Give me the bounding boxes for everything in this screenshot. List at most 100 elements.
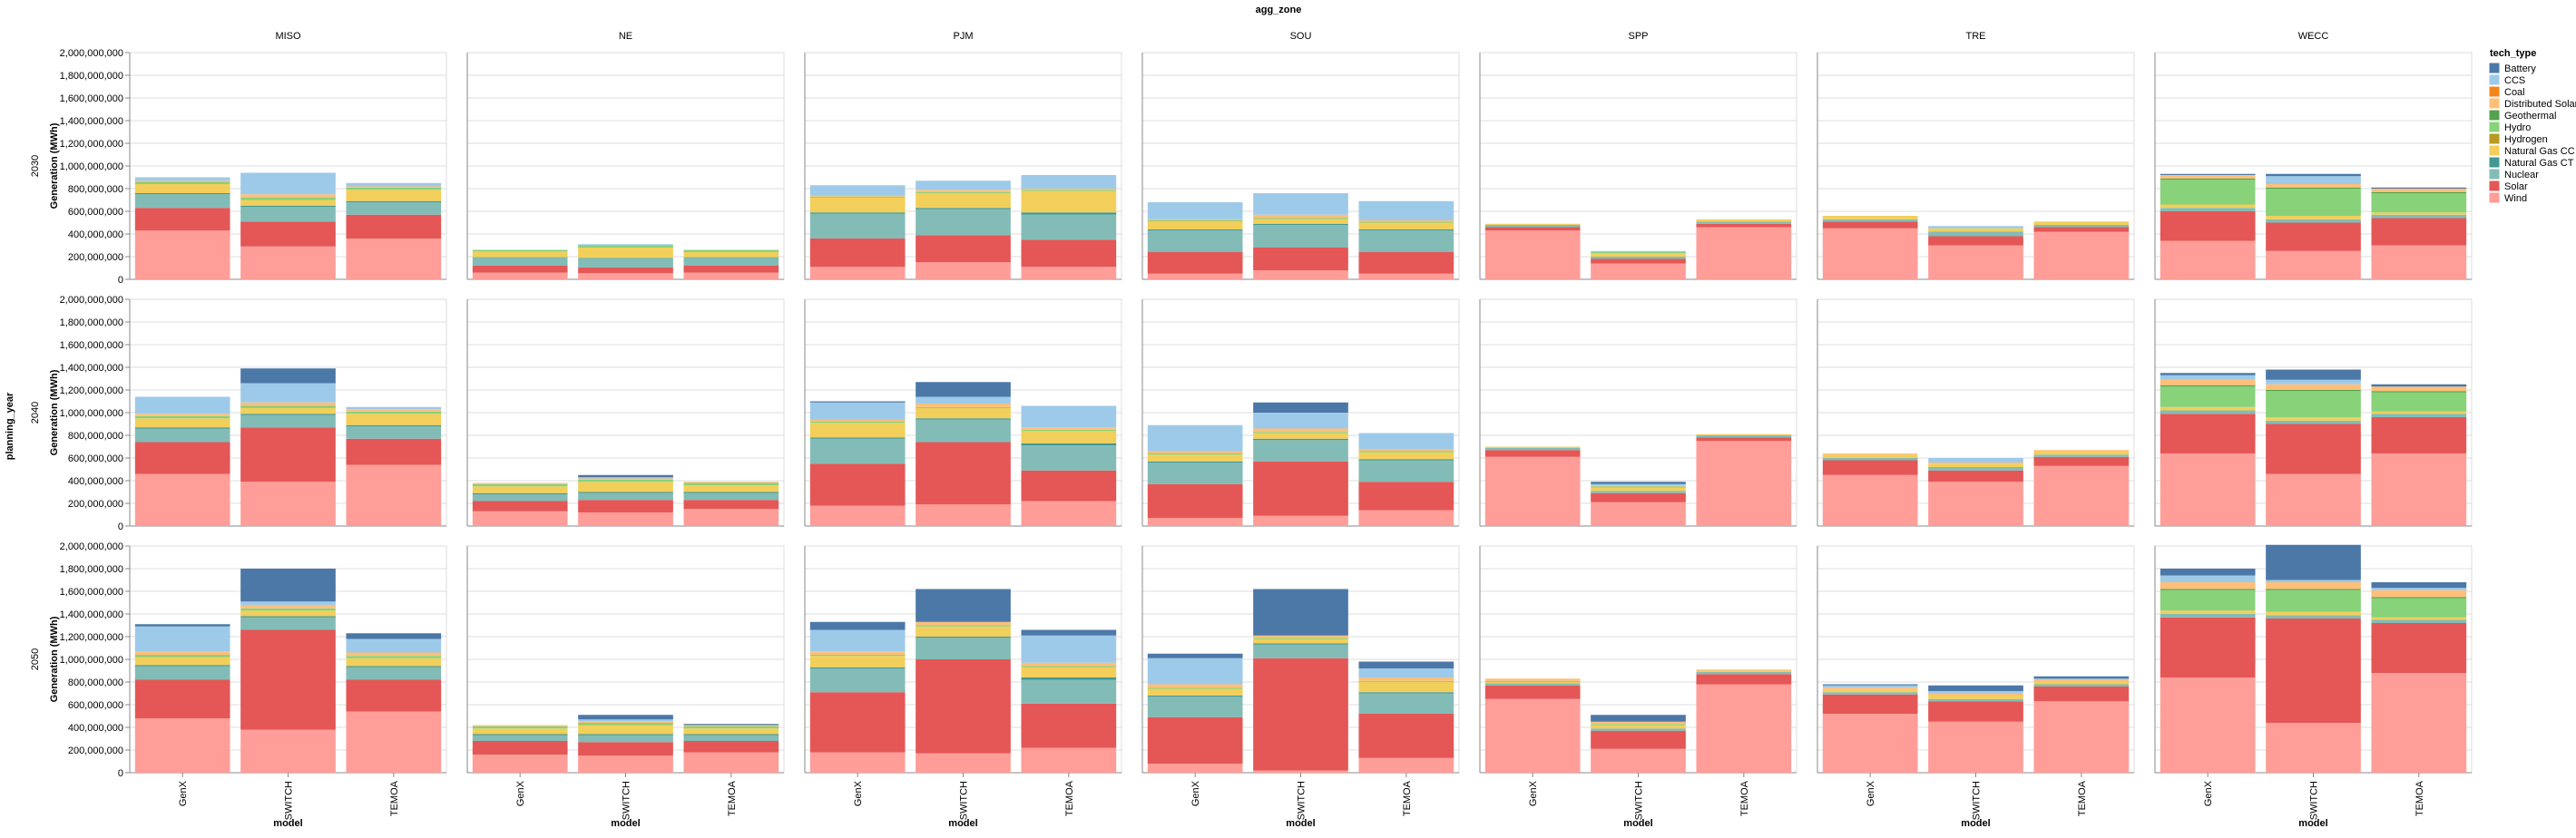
bar-segment-solar bbox=[346, 214, 442, 239]
bar-segment-solar bbox=[916, 235, 1011, 263]
bar-segment-natural-gas-cc bbox=[472, 728, 568, 735]
bar-segment-hydro bbox=[916, 625, 1011, 627]
bar-segment-natural-gas-ct bbox=[578, 734, 673, 736]
bar-segment-natural-gas-cc bbox=[1484, 446, 1581, 448]
x-tick-label: TEMOA bbox=[1739, 780, 1750, 816]
bar-segment-nuclear bbox=[578, 258, 673, 268]
bar-segment-nuclear bbox=[134, 428, 230, 443]
bar-segment-solar bbox=[1696, 674, 1792, 685]
bar-segment-nuclear bbox=[1928, 467, 2023, 471]
bar-segment-natural-gas-cc bbox=[1253, 433, 1348, 439]
y-tick-label: 200,000,000 bbox=[68, 745, 123, 756]
bar-segment-nuclear bbox=[1822, 692, 1918, 695]
x-tick-label: TEMOA bbox=[727, 780, 738, 816]
facet-panel-ne-2030 bbox=[466, 52, 785, 280]
x-tick-label: GenX bbox=[2203, 780, 2214, 806]
bar-segment-solar bbox=[134, 208, 230, 231]
bar-segment-solar bbox=[2266, 222, 2361, 251]
bar-segment-geothermal bbox=[2371, 191, 2467, 193]
y-tick-label: 400,000,000 bbox=[68, 229, 123, 240]
bar-segment-nuclear bbox=[2033, 225, 2130, 228]
bar-segment-wind bbox=[683, 509, 779, 526]
bar-segment-solar bbox=[472, 741, 568, 755]
bar-segment-nuclear bbox=[2160, 614, 2256, 618]
bar-segment-nuclear bbox=[1147, 230, 1243, 252]
bar-segment-hydro bbox=[1358, 451, 1455, 453]
bar-segment-wind bbox=[916, 504, 1011, 526]
bar-segment-distributed-solar bbox=[1591, 485, 1686, 487]
bar-segment-battery bbox=[2033, 676, 2130, 679]
bar-segment-distributed-solar bbox=[2371, 189, 2467, 192]
y-tick-label: 1,200,000,000 bbox=[60, 632, 123, 643]
bar-segment-ccs bbox=[346, 638, 442, 653]
bar-segment-solar bbox=[578, 742, 673, 756]
legend-label-nuclear: Nuclear bbox=[2504, 170, 2539, 180]
bar-segment-natural-gas-cc bbox=[2266, 216, 2361, 219]
x-tick-label: SWITCH bbox=[622, 781, 632, 820]
bar-segment-ccs bbox=[2160, 575, 2256, 582]
bar-segment-natural-gas-cc bbox=[1822, 216, 1918, 219]
bar-segment-natural-gas-ct bbox=[1253, 643, 1348, 645]
bar-segment-natural-gas-ct bbox=[916, 208, 1011, 210]
bar-segment-wind bbox=[2371, 245, 2467, 279]
bar-segment-wind bbox=[809, 267, 906, 279]
bar-segment-nuclear bbox=[1484, 447, 1581, 451]
bar-segment-natural-gas-cc bbox=[578, 725, 673, 735]
bar-segment-battery bbox=[1591, 482, 1686, 484]
bar-segment-ccs bbox=[134, 177, 230, 181]
bar-segment-natural-gas-cc bbox=[916, 193, 1011, 209]
x-tick-label: SWITCH bbox=[284, 781, 295, 820]
bar-segment-geothermal bbox=[2266, 187, 2361, 189]
legend-label-hydrogen: Hydrogen bbox=[2504, 134, 2548, 145]
bar-segment-hydro bbox=[2160, 180, 2256, 205]
bar-segment-distributed-solar bbox=[1358, 449, 1455, 452]
legend-title: tech_type bbox=[2490, 48, 2536, 59]
bar-segment-wind bbox=[1253, 770, 1348, 773]
bar-segment-natural-gas-ct bbox=[134, 665, 230, 667]
x-tick-label: SWITCH bbox=[959, 781, 970, 820]
legend-swatch-distributed-solar bbox=[2489, 98, 2500, 109]
bar-segment-solar bbox=[2160, 414, 2256, 453]
bar-segment-natural-gas-cc bbox=[578, 482, 673, 492]
legend-label-natural-gas-cc: Natural Gas CC bbox=[2504, 146, 2575, 157]
bar-segment-natural-gas-cc bbox=[2160, 406, 2256, 411]
bar-segment-wind bbox=[134, 473, 230, 526]
bar-segment-hydro bbox=[683, 726, 779, 729]
bar-segment-wind bbox=[2266, 723, 2361, 773]
bar-segment-distributed-solar bbox=[1253, 635, 1348, 638]
bar-segment-natural-gas-ct bbox=[578, 492, 673, 493]
bar-segment-hydro bbox=[1147, 220, 1243, 222]
bar-segment-battery bbox=[809, 621, 906, 630]
bar-segment-hydro bbox=[2160, 386, 2256, 407]
bar-segment-natural-gas-cc bbox=[1147, 221, 1243, 229]
bar-segment-wind bbox=[2033, 701, 2130, 773]
bar-segment-wind bbox=[578, 755, 673, 773]
y-tick-label: 2,000,000,000 bbox=[60, 541, 123, 552]
legend-label-solar: Solar bbox=[2504, 181, 2528, 192]
bar-segment-natural-gas-ct bbox=[809, 212, 906, 214]
bar-segment-battery bbox=[683, 724, 779, 726]
x-axis-title: model bbox=[273, 818, 302, 829]
facet-panel-sou-2030 bbox=[1141, 52, 1460, 280]
bar-segment-natural-gas-cc bbox=[1928, 463, 2023, 467]
bar-segment-hydro bbox=[2160, 590, 2256, 611]
bar-segment-natural-gas-cc bbox=[1928, 228, 2023, 232]
bar-segment-battery bbox=[2371, 384, 2467, 387]
bar-segment-distributed-solar bbox=[1484, 678, 1581, 681]
y-tick-label: 200,000,000 bbox=[68, 499, 123, 510]
bar-segment-natural-gas-cc bbox=[809, 198, 906, 213]
x-axis-title: model bbox=[2298, 818, 2327, 829]
bar-segment-nuclear bbox=[1696, 221, 1792, 224]
bar-segment-nuclear bbox=[1484, 683, 1581, 686]
bar-segment-solar bbox=[578, 267, 673, 274]
facet-panel-tre-2050: GenX SWITCH TEMOA model bbox=[1817, 545, 2135, 829]
bar-segment-ccs bbox=[1253, 193, 1348, 215]
bar-segment-natural-gas-ct bbox=[134, 193, 230, 195]
legend-label-natural-gas-ct: Natural Gas CT bbox=[2504, 158, 2574, 169]
bar-segment-natural-gas-cc bbox=[1591, 253, 1686, 257]
bar-segment-natural-gas-ct bbox=[346, 424, 442, 426]
bar-segment-nuclear bbox=[2266, 615, 2361, 619]
bar-segment-nuclear bbox=[1253, 644, 1348, 658]
bar-segment-ccs bbox=[1147, 424, 1243, 452]
